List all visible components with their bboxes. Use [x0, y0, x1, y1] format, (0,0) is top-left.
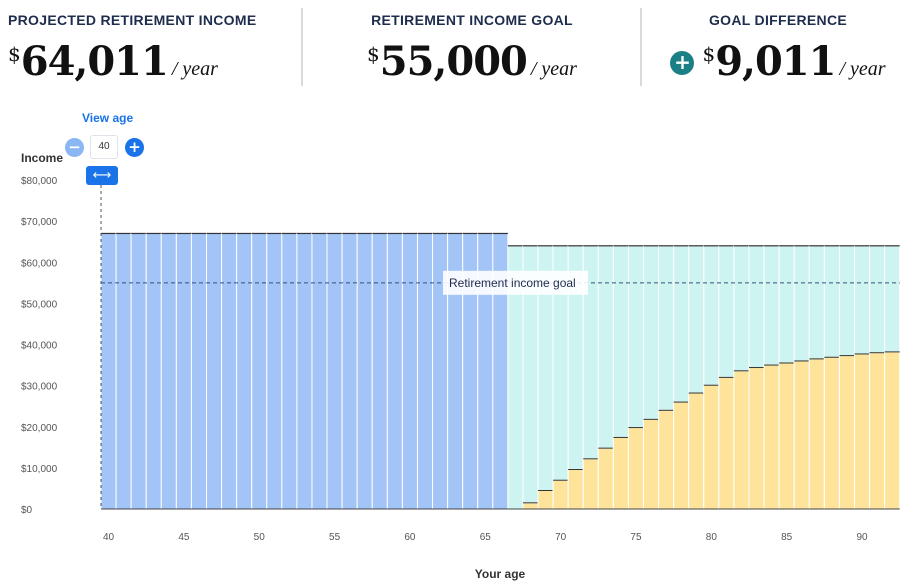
- pre-retirement-bar: [115, 232, 132, 510]
- pre-retirement-bar: [281, 232, 298, 510]
- income-portion-bar: [658, 409, 675, 510]
- y-tick-label: $50,000: [21, 299, 58, 310]
- pre-retirement-bar: [416, 232, 434, 510]
- income-portion-bar: [823, 356, 840, 510]
- pre-retirement-bar: [145, 232, 162, 510]
- income-goal-label: RETIREMENT INCOME GOAL: [371, 12, 573, 28]
- income-portion-bar: [522, 502, 539, 510]
- age-input[interactable]: 40: [90, 135, 118, 159]
- pre-retirement-bar: [296, 232, 313, 510]
- pre-retirement-bar: [356, 232, 373, 510]
- pre-retirement-bar: [311, 232, 328, 510]
- income-portion-bar: [884, 351, 901, 510]
- goal-difference-label: GOAL DIFFERENCE: [708, 12, 848, 28]
- income-portion-bar: [854, 353, 871, 510]
- income-portion-bar: [718, 376, 735, 510]
- y-tick-label: $10,000: [21, 464, 58, 475]
- x-tick-label: 45: [178, 532, 190, 543]
- y-tick-label: $20,000: [21, 423, 58, 434]
- pre-retirement-bar: [401, 232, 418, 510]
- pre-retirement-bar: [371, 232, 388, 510]
- income-portion-bar: [673, 401, 690, 510]
- x-tick-label: 65: [480, 532, 492, 543]
- x-tick-label: 50: [254, 532, 266, 543]
- pre-retirement-bar: [190, 232, 207, 510]
- income-portion-bar: [643, 418, 660, 510]
- view-age-label: View age: [82, 111, 134, 125]
- pre-retirement-bar: [130, 232, 147, 510]
- income-portion-bar: [597, 447, 614, 510]
- income-portion-bar: [838, 355, 855, 510]
- x-tick-label: 75: [630, 532, 642, 543]
- income-portion-bar: [808, 358, 825, 510]
- income-goal-value: $55,000/ year: [367, 38, 577, 85]
- summary-divider: [301, 8, 303, 86]
- plus-icon: +: [670, 50, 695, 75]
- goal-label: Retirement income goal: [449, 276, 576, 290]
- income-portion-bar: [567, 469, 584, 510]
- pre-retirement-bar: [326, 232, 343, 510]
- y-axis-title: Income: [21, 151, 64, 165]
- age-increase-button[interactable]: +: [125, 138, 144, 157]
- income-portion-bar: [703, 384, 720, 510]
- y-tick-label: $0: [21, 505, 33, 516]
- x-tick-label: 85: [781, 532, 793, 543]
- summary-divider: [640, 8, 642, 86]
- income-portion-bar: [748, 367, 765, 510]
- y-tick-label: $40,000: [21, 341, 58, 352]
- goal-difference-summary: GOAL DIFFERENCE + $9,011/ year: [642, 0, 914, 92]
- income-portion-bar: [778, 362, 795, 510]
- income-portion-bar: [793, 360, 810, 510]
- pre-retirement-bar: [341, 232, 358, 510]
- income-portion-bar: [552, 479, 569, 510]
- projected-income-summary: PROJECTED RETIREMENT INCOME $64,011/ yea…: [0, 0, 302, 92]
- y-tick-label: $70,000: [21, 217, 58, 228]
- goal-difference-value: + $9,011/ year: [642, 38, 914, 85]
- summary-panel: PROJECTED RETIREMENT INCOME $64,011/ yea…: [0, 0, 914, 92]
- pre-retirement-bar: [160, 232, 177, 510]
- pre-retirement-bar: [266, 232, 283, 510]
- income-chart: $0 $10,000 $20,000 $30,000 $40,000 $50,000 $60…: [21, 176, 901, 581]
- y-tick-label: $60,000: [21, 258, 58, 269]
- pre-retirement-bar: [386, 232, 403, 510]
- y-tick-label: $80,000: [21, 176, 58, 187]
- age-drag-handle[interactable]: ⟷: [86, 166, 118, 185]
- y-tick-label: $30,000: [21, 382, 58, 393]
- pre-retirement-bar: [251, 232, 268, 510]
- income-portion-bar: [733, 370, 750, 510]
- x-tick-label: 40: [103, 532, 115, 543]
- income-portion-bar: [582, 458, 599, 510]
- age-decrease-button[interactable]: −: [65, 138, 84, 157]
- x-tick-label: 55: [329, 532, 341, 543]
- goal-label-background: [443, 270, 588, 295]
- pre-retirement-bar: [175, 232, 192, 510]
- income-portion-bar: [763, 364, 780, 510]
- income-portion-bar: [627, 427, 645, 510]
- x-tick-label: 80: [706, 532, 718, 543]
- pre-retirement-bar: [221, 232, 238, 510]
- projected-income-value: $64,011/ year: [8, 38, 218, 85]
- pre-retirement-bar: [100, 232, 117, 510]
- projected-income-label: PROJECTED RETIREMENT INCOME: [8, 12, 257, 28]
- pre-retirement-bar: [205, 232, 223, 510]
- income-goal-summary: RETIREMENT INCOME GOAL $55,000/ year: [303, 0, 641, 92]
- income-portion-bar: [612, 436, 629, 510]
- x-axis-title: Your age: [475, 567, 526, 581]
- x-tick-label: 90: [856, 532, 868, 543]
- income-portion-bar: [869, 352, 886, 510]
- x-tick-label: 60: [404, 532, 416, 543]
- income-portion-bar: [688, 392, 705, 510]
- x-tick-label: 70: [555, 532, 567, 543]
- income-portion-bar: [537, 489, 554, 510]
- pre-retirement-bar: [236, 232, 253, 510]
